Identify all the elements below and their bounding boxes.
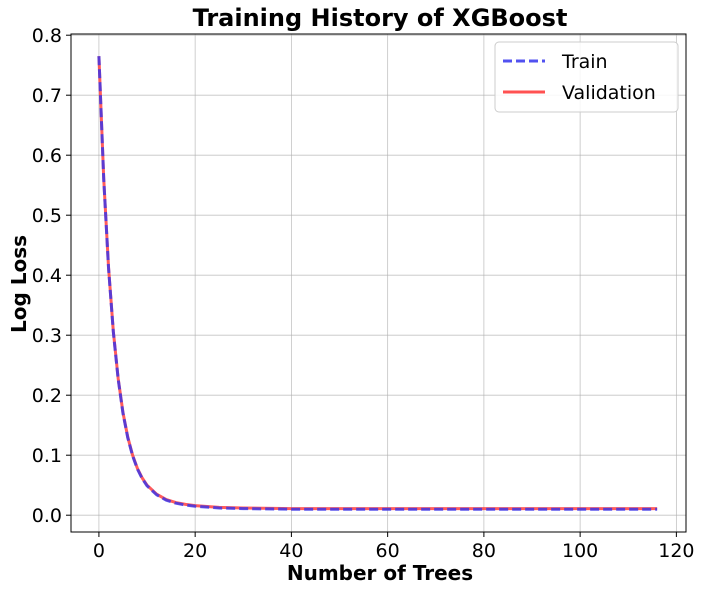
legend-validation-label: Validation [562,82,656,104]
y-axis-label: Log Loss [7,235,31,333]
train-line [97,56,658,511]
x-tick-label: 80 [472,540,496,562]
y-tick-label: 0.6 [32,145,62,167]
y-tick-label: 0.1 [32,445,62,467]
plot-lines [97,56,658,511]
plot-frame [70,33,687,533]
axis-ticks: 0 20 40 60 80 100 120 0.0 0.1 0.2 0.3 0.4 0.5 0.6 0.7 0… [32,25,695,562]
y-tick-label: 0.2 [32,385,62,407]
y-tick-label: 0.3 [32,325,62,347]
x-tick-label: 0 [93,540,105,562]
x-tick-label: 100 [562,540,598,562]
x-tick-label: 60 [376,540,400,562]
x-tick-label: 120 [658,540,694,562]
legend-train-label: Train [561,51,608,73]
y-tick-label: 0.0 [32,505,62,527]
chart-title: Training History of XGBoost [193,4,568,32]
y-tick-label: 0.4 [32,265,62,287]
y-tick-label: 0.5 [32,205,62,227]
y-tick-label: 0.7 [32,85,62,107]
x-tick-label: 20 [183,540,207,562]
grid [71,34,686,532]
legend: Train Validation [494,41,679,113]
x-axis-label: Number of Trees [287,561,473,585]
x-tick-label: 40 [279,540,303,562]
legend-box [494,41,679,113]
y-tick-label: 0.8 [32,25,62,47]
validation-line [97,56,658,511]
